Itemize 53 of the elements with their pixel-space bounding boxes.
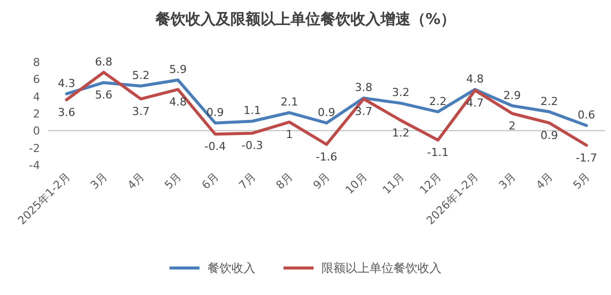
data-label: 5.9 <box>169 63 187 76</box>
data-label: -1.1 <box>427 146 449 160</box>
data-label: 1 <box>286 128 293 142</box>
data-label: 0.6 <box>578 108 596 122</box>
data-label: 2.2 <box>540 94 558 108</box>
data-label: -1.7 <box>576 151 598 164</box>
x-tick-label: 6月 <box>199 170 222 192</box>
data-label: 6.8 <box>94 55 112 68</box>
data-label: 4.8 <box>169 95 187 108</box>
data-label: -0.4 <box>204 140 226 154</box>
data-label: 4.8 <box>466 72 484 86</box>
x-tick-label: 4月 <box>125 170 147 192</box>
data-label: 5.6 <box>94 88 112 102</box>
x-tick-label: 8月 <box>274 170 296 192</box>
data-label: 5.2 <box>132 69 150 82</box>
x-tick-label: 11月 <box>380 170 407 197</box>
data-label: 4.3 <box>58 76 76 90</box>
data-label: 3.6 <box>58 106 76 119</box>
data-label: 2 <box>508 120 516 132</box>
x-tick-label: 3月 <box>496 170 518 192</box>
y-tick-label: 2 <box>33 108 40 120</box>
data-label: 3.2 <box>392 86 410 100</box>
x-tick-label: 7月 <box>236 170 258 192</box>
y-tick-label: 8 <box>33 56 40 69</box>
legend-label: 餐饮收入 <box>208 261 256 275</box>
data-label: 0.9 <box>318 106 336 119</box>
x-tick-label: 5月 <box>570 170 593 192</box>
data-label: 1.1 <box>243 104 261 118</box>
data-label: 2.2 <box>429 94 447 108</box>
data-label: 3.7 <box>132 104 150 118</box>
y-tick-label: -2 <box>29 142 40 155</box>
x-tick-label: 5月 <box>162 170 184 192</box>
x-tick-label: 10月 <box>342 170 370 197</box>
data-label: 0.9 <box>540 128 558 142</box>
x-tick-label: 9月 <box>310 170 333 192</box>
x-tick-label: 4月 <box>534 170 556 192</box>
x-tick-label: 3月 <box>88 170 110 192</box>
data-label: 3.7 <box>354 104 372 118</box>
data-label: 0.9 <box>206 106 224 119</box>
data-label: 3.8 <box>354 81 372 94</box>
data-label: 2.1 <box>280 96 298 109</box>
y-tick-label: 6 <box>33 73 40 86</box>
data-label: 2.9 <box>503 88 521 102</box>
legend-label: 限额以上单位餐饮收入 <box>322 261 442 275</box>
data-label: 1.2 <box>392 126 410 140</box>
data-label: -1.6 <box>316 150 338 164</box>
y-tick-label: 4 <box>33 90 40 104</box>
y-tick-label: 0 <box>33 124 40 138</box>
chart-title: 餐饮收入及限额以上单位餐饮收入增速（%） <box>154 10 456 28</box>
x-tick-label: 12月 <box>417 170 444 197</box>
data-label: 4.7 <box>466 96 484 110</box>
y-tick-label: -4 <box>29 159 40 172</box>
data-label: -0.3 <box>242 139 263 152</box>
